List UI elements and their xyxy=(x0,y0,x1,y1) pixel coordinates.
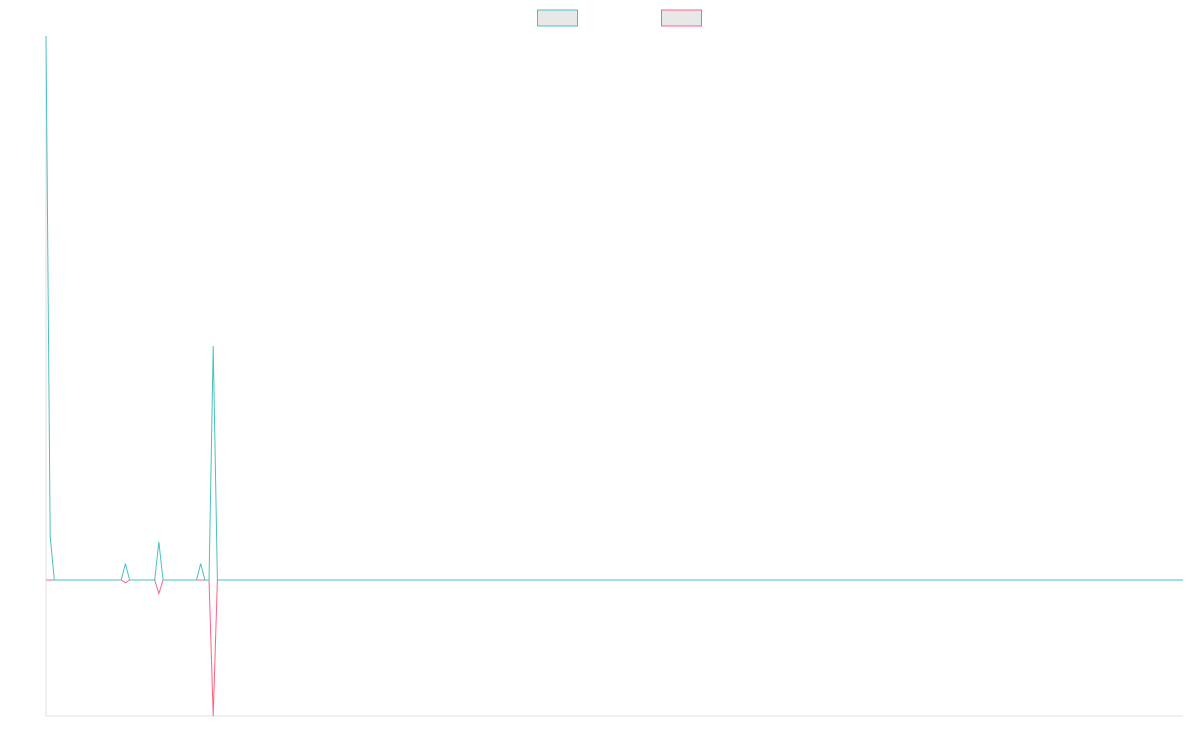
legend-swatch[interactable] xyxy=(661,9,702,27)
series-line xyxy=(45,35,1183,581)
series-line xyxy=(46,579,1183,717)
legend-swatch[interactable] xyxy=(537,9,578,27)
